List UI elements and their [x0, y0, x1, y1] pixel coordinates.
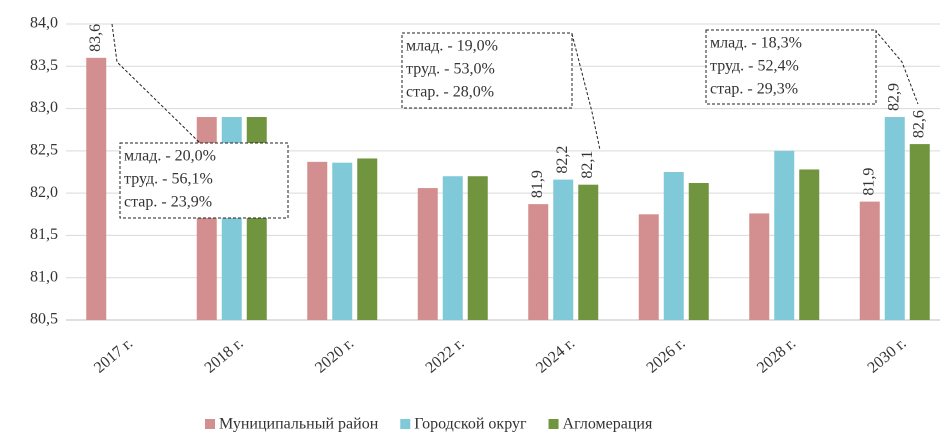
- legend-swatch: [400, 419, 411, 429]
- y-tick-label: 82,0: [30, 184, 58, 201]
- x-tick-label: 2026 г.: [643, 335, 688, 377]
- bar: [553, 179, 574, 320]
- annotation-text: труд. - 52,4%: [710, 58, 799, 75]
- annotation-text: стар. - 29,3%: [710, 81, 798, 98]
- bar: [688, 182, 709, 320]
- bar: [578, 184, 599, 320]
- y-tick-label: 80,5: [30, 311, 58, 328]
- annotations: млад. - 20,0% труд. - 56,1% стар. - 23,9% м…: [119, 29, 877, 219]
- legend-label: Агломерация: [563, 416, 653, 433]
- annotation-text: млад. - 20,0%: [124, 148, 216, 165]
- annotation-text: млад. - 19,0%: [406, 38, 498, 55]
- data-label: 81,9: [529, 170, 546, 198]
- legend-label: Муниципальный район: [219, 416, 379, 433]
- legend-label: Городской округ: [414, 416, 527, 433]
- x-tick-label: 2030 г.: [864, 335, 909, 377]
- data-label: 82,6: [910, 110, 927, 138]
- x-tick-label: 2018 г.: [201, 335, 246, 377]
- y-tick-label: 82,5: [30, 142, 58, 159]
- x-tick-label: 2028 г.: [754, 335, 799, 377]
- data-label: 82,2: [554, 146, 571, 174]
- bar: [884, 117, 905, 321]
- leader-line: [111, 23, 201, 144]
- bar: [749, 213, 770, 320]
- bar: [442, 176, 463, 320]
- data-label: 83,6: [87, 24, 104, 52]
- annotation-box: [119, 142, 289, 219]
- bar: [859, 201, 880, 320]
- y-tick-label: 81,0: [30, 268, 58, 285]
- x-tick-label: 2017 г.: [91, 335, 136, 377]
- x-tick-label: 2020 г.: [312, 335, 357, 377]
- x-tick-label: 2022 г.: [422, 335, 467, 377]
- bar: [86, 57, 107, 320]
- bar: [332, 162, 353, 320]
- annotation-text: стар. - 23,9%: [124, 194, 212, 211]
- bar: [909, 144, 930, 320]
- bar: [663, 172, 684, 320]
- y-tick-label: 83,0: [30, 99, 58, 116]
- annotation-text: труд. - 56,1%: [124, 171, 213, 188]
- annotation-box: [401, 32, 573, 109]
- legend-swatch: [548, 419, 559, 429]
- legend-swatch: [205, 419, 215, 429]
- bar: [357, 158, 378, 320]
- y-tick-label: 83,5: [30, 57, 58, 74]
- annotation-text: млад. - 18,3%: [710, 35, 802, 52]
- bar: [799, 169, 820, 320]
- x-tick-label: 2024 г.: [533, 335, 578, 377]
- data-label: 81,9: [860, 168, 877, 196]
- bar: [638, 214, 659, 320]
- bar: [528, 204, 549, 320]
- y-tick-label: 81,5: [30, 226, 58, 243]
- data-label: 82,9: [885, 83, 902, 111]
- bar: [417, 188, 438, 320]
- leader-line: [874, 29, 919, 105]
- bar: [307, 161, 328, 320]
- bar: [774, 150, 795, 320]
- y-tick-label: 84,0: [30, 15, 58, 32]
- annotation-box: [705, 29, 877, 105]
- data-label: 82,1: [579, 151, 596, 179]
- annotation-text: труд. - 53,0%: [406, 61, 495, 78]
- annotation-text: стар. - 28,0%: [406, 84, 494, 101]
- leader-line: [571, 33, 601, 151]
- bar: [467, 176, 488, 320]
